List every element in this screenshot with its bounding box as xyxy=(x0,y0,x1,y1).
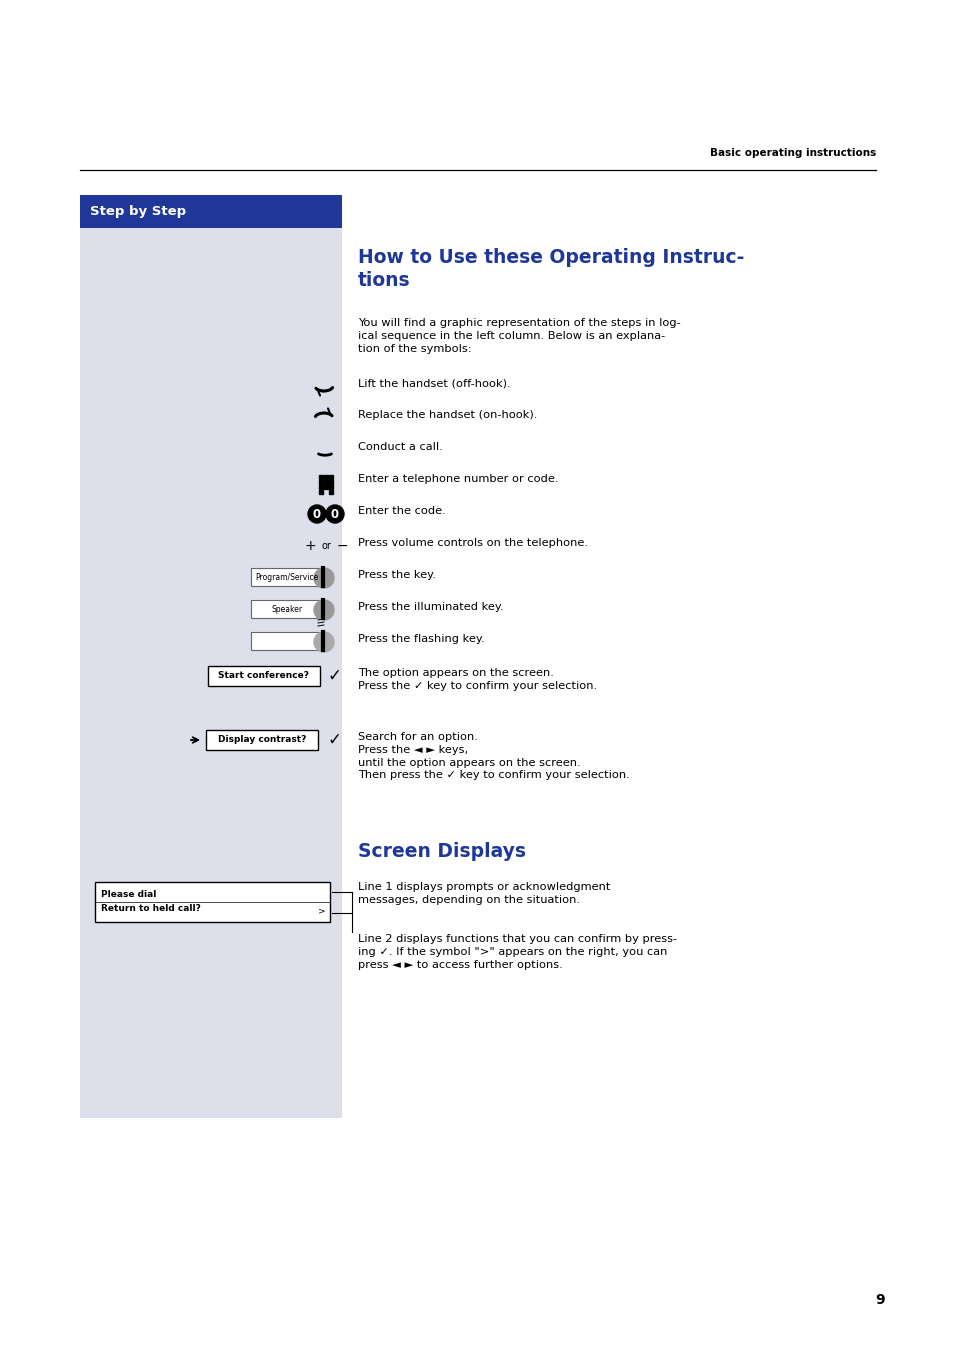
Circle shape xyxy=(326,505,344,523)
Circle shape xyxy=(314,567,334,588)
Text: Return to held call?: Return to held call? xyxy=(101,904,201,913)
Text: −: − xyxy=(335,539,348,553)
Text: Replace the handset (on-hook).: Replace the handset (on-hook). xyxy=(357,409,537,420)
Text: Lift the handset (off-hook).: Lift the handset (off-hook). xyxy=(357,378,510,388)
Text: Line 2 displays functions that you can confirm by press-
ing ✓. If the symbol ">: Line 2 displays functions that you can c… xyxy=(357,934,677,970)
Circle shape xyxy=(308,505,326,523)
Bar xyxy=(95,882,330,921)
Text: You will find a graphic representation of the steps in log-
ical sequence in the: You will find a graphic representation o… xyxy=(357,317,680,354)
Circle shape xyxy=(314,600,334,620)
Text: Start conference?: Start conference? xyxy=(218,671,309,681)
Text: Line 1 displays prompts or acknowledgment
messages, depending on the situation.: Line 1 displays prompts or acknowledgmen… xyxy=(357,882,610,905)
Text: ✓: ✓ xyxy=(328,731,341,748)
Bar xyxy=(80,228,341,1119)
Text: Please dial: Please dial xyxy=(101,890,156,898)
Text: Enter a telephone number or code.: Enter a telephone number or code. xyxy=(357,474,558,484)
Bar xyxy=(80,195,341,228)
Text: Press the key.: Press the key. xyxy=(357,570,436,580)
Text: Display contrast?: Display contrast? xyxy=(217,735,306,744)
Bar xyxy=(251,632,323,650)
Text: 0: 0 xyxy=(331,508,338,520)
Text: or: or xyxy=(321,540,331,551)
Bar xyxy=(206,730,317,750)
Text: Speaker: Speaker xyxy=(272,604,302,613)
Text: Press the illuminated key.: Press the illuminated key. xyxy=(357,603,503,612)
Text: Conduct a call.: Conduct a call. xyxy=(357,442,442,453)
Text: >: > xyxy=(318,907,326,916)
Text: Program/Service: Program/Service xyxy=(255,573,318,581)
Text: Press the flashing key.: Press the flashing key. xyxy=(357,634,484,644)
Bar xyxy=(251,600,323,617)
Bar xyxy=(208,666,319,686)
Bar xyxy=(251,567,323,586)
Text: Press volume controls on the telephone.: Press volume controls on the telephone. xyxy=(357,538,587,549)
Text: 9: 9 xyxy=(874,1293,883,1306)
Text: 0: 0 xyxy=(313,508,321,520)
Text: Enter the code.: Enter the code. xyxy=(357,507,445,516)
Text: How to Use these Operating Instruc-
tions: How to Use these Operating Instruc- tion… xyxy=(357,249,743,289)
Text: The option appears on the screen.
Press the ✓ key to confirm your selection.: The option appears on the screen. Press … xyxy=(357,667,597,690)
Text: ✓: ✓ xyxy=(328,667,341,685)
Circle shape xyxy=(314,632,334,653)
Text: Search for an option.
Press the ◄ ► keys,
until the option appears on the screen: Search for an option. Press the ◄ ► keys… xyxy=(357,732,629,781)
Text: Step by Step: Step by Step xyxy=(90,205,186,218)
Text: Screen Displays: Screen Displays xyxy=(357,842,525,861)
Text: Basic operating instructions: Basic operating instructions xyxy=(709,149,875,158)
Text: +: + xyxy=(304,539,315,553)
